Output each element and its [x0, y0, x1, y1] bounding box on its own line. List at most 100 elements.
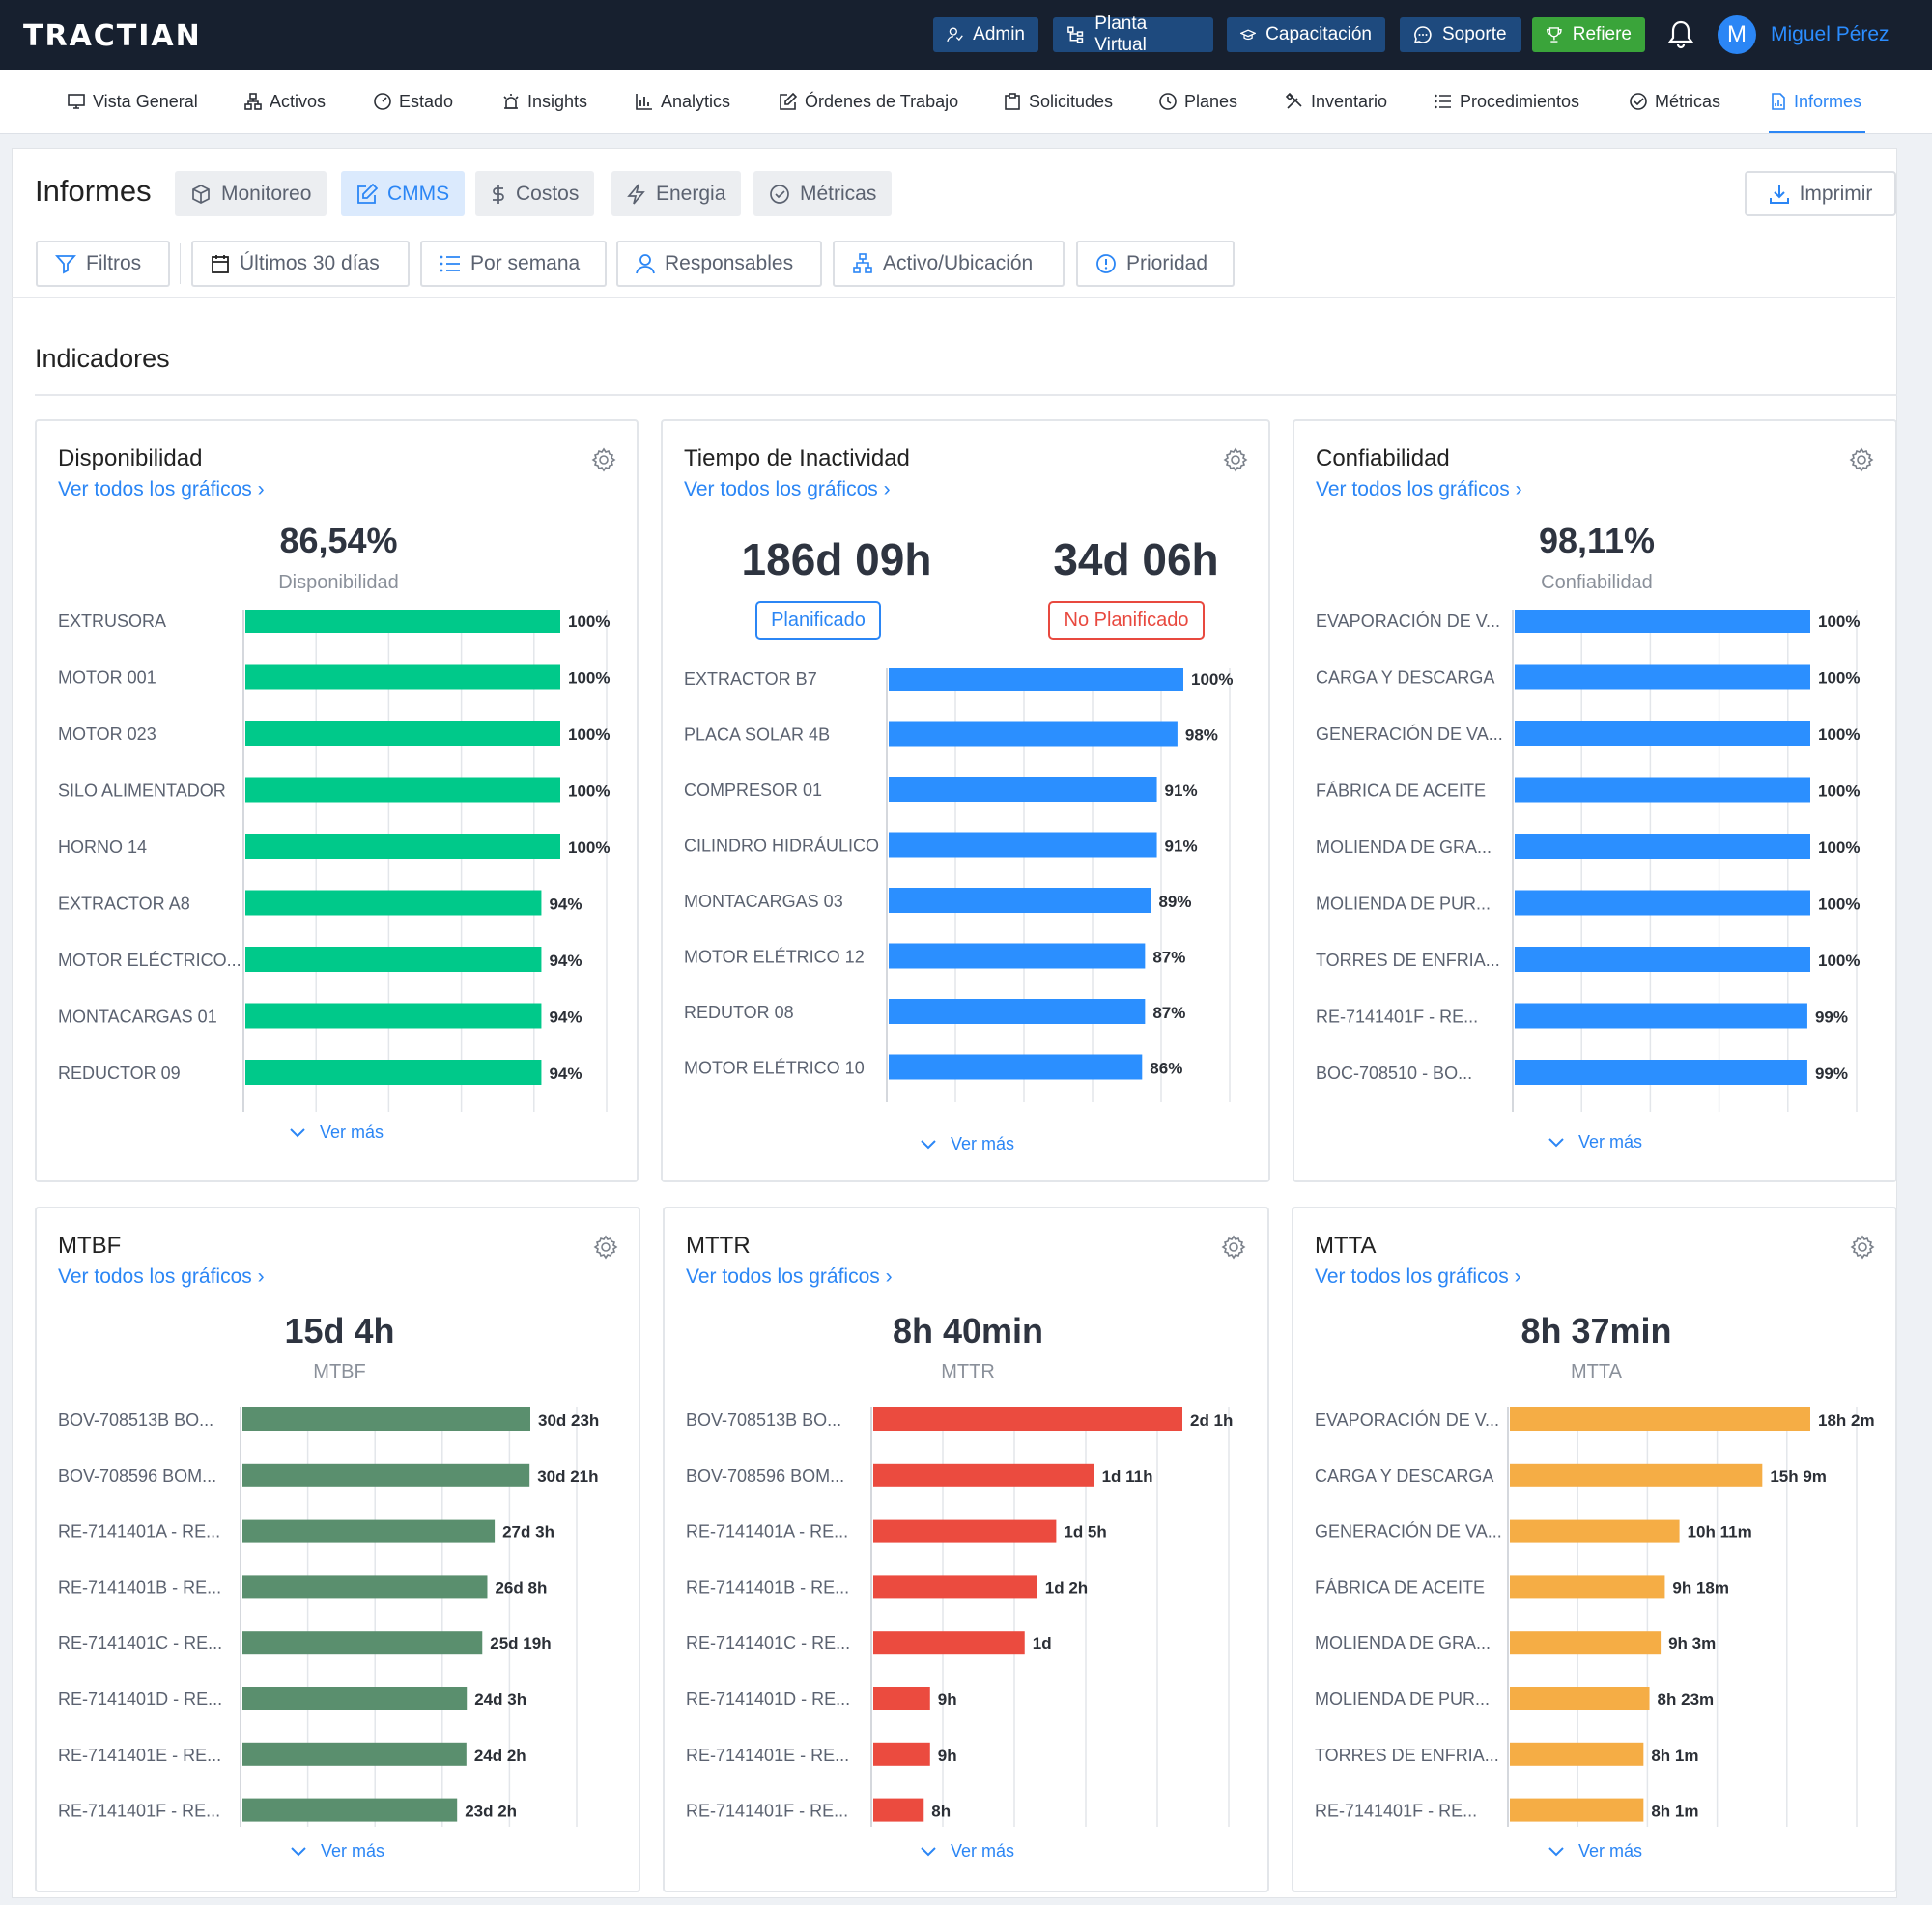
bar[interactable] [245, 721, 560, 746]
bar[interactable] [1515, 608, 1810, 633]
see-more-button[interactable]: Ver más [920, 1841, 1014, 1862]
bar[interactable] [873, 1631, 1025, 1655]
nav-item-solicitudes[interactable]: Solicitudes [1004, 70, 1113, 133]
filter-prioridad[interactable]: Prioridad [1076, 241, 1235, 287]
gear-icon[interactable] [1221, 1235, 1246, 1260]
nav-item-ordenes-de-trabajo[interactable]: Órdenes de Trabajo [780, 70, 958, 133]
bar[interactable] [245, 1003, 542, 1029]
tab-monitoreo[interactable]: Monitoreo [175, 171, 327, 216]
bar[interactable] [1510, 1575, 1665, 1599]
bar[interactable] [242, 1798, 458, 1822]
nav-item-insights[interactable]: Insights [502, 70, 587, 133]
bar[interactable] [1515, 664, 1810, 690]
gear-icon[interactable] [591, 447, 616, 472]
nav-item-activos[interactable]: Activos [244, 70, 326, 133]
app-logo[interactable]: TRACTIAN [23, 19, 202, 53]
filter-date-range[interactable]: Últimos 30 días [191, 241, 410, 287]
see-more-button[interactable]: Ver más [920, 1134, 1014, 1154]
bar[interactable] [242, 1407, 530, 1431]
bar[interactable] [1510, 1687, 1650, 1710]
bar[interactable] [1515, 721, 1810, 746]
bar[interactable] [242, 1575, 488, 1599]
capacitacion-button[interactable]: Capacitación [1227, 17, 1385, 52]
nav-item-procedimientos[interactable]: Procedimientos [1435, 70, 1579, 133]
bar[interactable] [242, 1742, 467, 1766]
bar[interactable] [889, 888, 1151, 913]
tab-costos[interactable]: Costos [475, 171, 595, 216]
filter-grouping[interactable]: Por semana [420, 241, 607, 287]
bar[interactable] [245, 890, 542, 916]
nav-item-planes[interactable]: Planes [1159, 70, 1237, 133]
bar[interactable] [245, 1060, 542, 1085]
soporte-button[interactable]: Soporte [1400, 17, 1521, 52]
bar[interactable] [889, 666, 1183, 691]
bar[interactable] [245, 608, 560, 633]
bar[interactable] [873, 1742, 930, 1766]
planta-virtual-button[interactable]: Planta Virtual [1053, 14, 1213, 55]
bell-icon[interactable] [1666, 19, 1695, 50]
see-all-charts-link[interactable]: Ver todos los gráficos › [58, 1265, 265, 1288]
bar[interactable] [889, 1054, 1143, 1080]
bar[interactable] [889, 943, 1146, 969]
bar[interactable] [889, 999, 1146, 1024]
bar[interactable] [873, 1519, 1057, 1543]
bar[interactable] [1510, 1742, 1644, 1766]
see-all-charts-link[interactable]: Ver todos los gráficos › [1315, 1265, 1521, 1288]
bar[interactable] [242, 1687, 468, 1710]
bar[interactable] [242, 1463, 530, 1487]
bar[interactable] [245, 947, 542, 972]
gear-icon[interactable] [593, 1235, 618, 1260]
bar[interactable] [1510, 1519, 1680, 1543]
nav-item-informes[interactable]: Informes [1771, 70, 1861, 133]
bar[interactable] [242, 1519, 496, 1543]
print-button[interactable]: Imprimir [1745, 171, 1896, 216]
nav-item-analytics[interactable]: Analytics [636, 70, 730, 133]
tab-metricas[interactable]: Métricas [753, 171, 893, 216]
see-more-button[interactable]: Ver más [1548, 1841, 1642, 1862]
gear-icon[interactable] [1849, 447, 1874, 472]
bar[interactable] [1515, 1060, 1807, 1085]
tab-energia[interactable]: Energia [611, 171, 742, 216]
bar[interactable] [873, 1798, 924, 1822]
bar[interactable] [1515, 834, 1810, 859]
bar[interactable] [1510, 1631, 1662, 1655]
bar[interactable] [873, 1463, 1094, 1487]
see-more-button[interactable]: Ver más [290, 1841, 384, 1862]
nav-item-inventario[interactable]: Inventario [1286, 70, 1387, 133]
refiere-button[interactable]: Refiere [1532, 17, 1645, 52]
gear-icon[interactable] [1850, 1235, 1875, 1260]
bar[interactable] [242, 1631, 483, 1655]
filter-activo-ubicacion[interactable]: Activo/Ubicación [833, 241, 1065, 287]
bar[interactable] [1515, 947, 1810, 972]
nav-item-estado[interactable]: Estado [374, 70, 453, 133]
filter-responsables[interactable]: Responsables [616, 241, 822, 287]
user-name[interactable]: Miguel Pérez [1771, 23, 1889, 45]
bar[interactable] [889, 721, 1178, 747]
gear-icon[interactable] [1223, 447, 1248, 472]
bar[interactable] [245, 664, 560, 690]
admin-button[interactable]: Admin [933, 17, 1038, 52]
bar[interactable] [245, 834, 560, 859]
bar[interactable] [1510, 1798, 1644, 1822]
see-all-charts-link[interactable]: Ver todos los gráficos › [1316, 478, 1522, 500]
nav-item-metricas[interactable]: Métricas [1630, 70, 1720, 133]
bar[interactable] [873, 1687, 930, 1710]
bar[interactable] [1510, 1407, 1810, 1431]
bar[interactable] [245, 777, 560, 803]
see-all-charts-link[interactable]: Ver todos los gráficos › [686, 1265, 893, 1288]
bar[interactable] [1510, 1463, 1763, 1487]
bar[interactable] [889, 777, 1157, 802]
avatar[interactable]: M [1718, 15, 1756, 54]
see-more-button[interactable]: Ver más [289, 1123, 384, 1143]
bar[interactable] [873, 1575, 1037, 1599]
bar[interactable] [873, 1407, 1182, 1431]
bar[interactable] [1515, 777, 1810, 803]
see-all-charts-link[interactable]: Ver todos los gráficos › [58, 478, 265, 500]
tab-cmms[interactable]: CMMS [341, 171, 466, 216]
filter-filtros[interactable]: Filtros [36, 241, 170, 287]
bar[interactable] [1515, 890, 1810, 916]
see-more-button[interactable]: Ver más [1548, 1132, 1642, 1152]
bar[interactable] [1515, 1003, 1807, 1029]
bar[interactable] [889, 832, 1157, 858]
see-all-charts-link[interactable]: Ver todos los gráficos › [684, 478, 891, 500]
